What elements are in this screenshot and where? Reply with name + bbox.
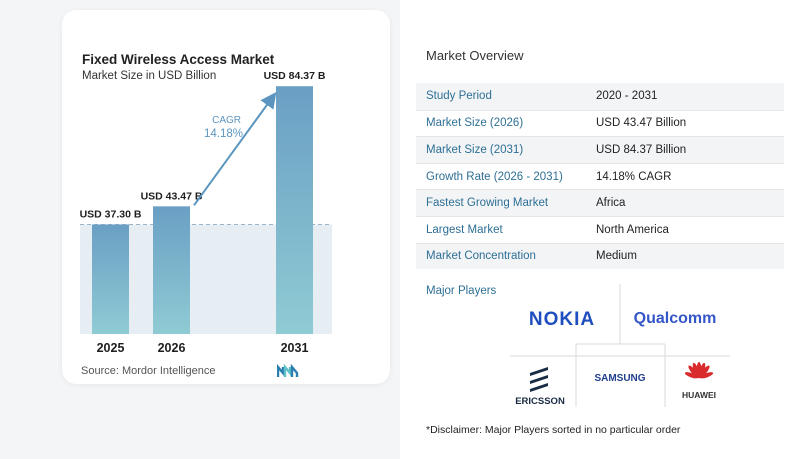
row-value: 2020 - 2031 bbox=[596, 90, 658, 103]
row-label: Market Concentration bbox=[426, 250, 536, 263]
cagr-label: CAGR bbox=[212, 115, 241, 126]
row-value: USD 43.47 Billion bbox=[596, 117, 687, 130]
ericsson-logo: ERICSSON bbox=[515, 396, 565, 407]
disclaimer-text: *Disclaimer: Major Players sorted in no … bbox=[426, 424, 681, 436]
overview-row: Largest Market North America bbox=[416, 215, 784, 243]
bar bbox=[92, 224, 129, 334]
bar-chart: USD 37.30 B 2025 USD 43.47 B 2026 USD 84.37 … bbox=[80, 70, 332, 355]
row-label: Study Period bbox=[426, 90, 492, 103]
bar bbox=[276, 86, 313, 334]
cagr-arrow bbox=[193, 91, 277, 206]
nokia-logo: NOKIA bbox=[529, 309, 595, 330]
row-label: Largest Market bbox=[426, 223, 503, 236]
major-players-title: Major Players bbox=[426, 285, 497, 297]
row-value: North America bbox=[596, 223, 669, 236]
x-tick-label: 2026 bbox=[158, 341, 186, 355]
mordor-logo-icon bbox=[277, 364, 299, 377]
huawei-logo: HUAWEI bbox=[682, 390, 716, 400]
bar-data-label: USD 37.30 B bbox=[80, 208, 142, 220]
row-value: Africa bbox=[596, 197, 626, 210]
row-label: Market Size (2031) bbox=[426, 143, 524, 156]
overview-row: Market Size (2031) USD 84.37 Billion bbox=[416, 136, 784, 163]
chart-title: Fixed Wireless Access Market bbox=[82, 52, 275, 67]
x-tick-label: 2031 bbox=[281, 341, 309, 355]
overview-table: Study Period 2020 - 2031 Market Size (202… bbox=[416, 83, 784, 270]
overview-row: Fastest Growing Market Africa bbox=[416, 189, 784, 216]
row-label: Fastest Growing Market bbox=[426, 197, 549, 210]
overview-title: Market Overview bbox=[426, 48, 524, 63]
samsung-logo: SAMSUNG bbox=[594, 373, 645, 384]
bar-data-label: USD 43.47 B bbox=[141, 190, 203, 202]
overview-row: Growth Rate (2026 - 2031) 14.18% CAGR bbox=[416, 162, 784, 190]
bar-data-label: USD 84.37 B bbox=[264, 70, 326, 82]
x-tick-label: 2025 bbox=[97, 341, 125, 355]
row-label: Growth Rate (2026 - 2031) bbox=[426, 170, 563, 183]
major-players-grid: NOKIA Qualcomm ERICSSON SAMSUNG HUAWEI bbox=[510, 284, 730, 407]
overview-row: Market Size (2026) USD 43.47 Billion bbox=[416, 109, 784, 137]
cagr-value: 14.18% bbox=[204, 128, 243, 140]
huawei-flower-icon bbox=[684, 362, 714, 379]
row-value: 14.18% CAGR bbox=[596, 170, 672, 183]
ericsson-mark-icon bbox=[530, 367, 548, 392]
row-label: Market Size (2026) bbox=[426, 117, 524, 130]
qualcomm-logo: Qualcomm bbox=[634, 310, 717, 327]
chart-subtitle: Market Size in USD Billion bbox=[82, 70, 217, 82]
row-value: Medium bbox=[596, 250, 637, 263]
row-value: USD 84.37 Billion bbox=[596, 143, 687, 156]
source-text: Source: Mordor Intelligence bbox=[81, 365, 216, 377]
bar bbox=[153, 206, 190, 334]
overview-row: Study Period 2020 - 2031 bbox=[416, 83, 784, 110]
overview-row: Market Concentration Medium bbox=[416, 242, 784, 270]
overview-panel: Market Overview Study Period 2020 - 2031 … bbox=[400, 0, 800, 459]
